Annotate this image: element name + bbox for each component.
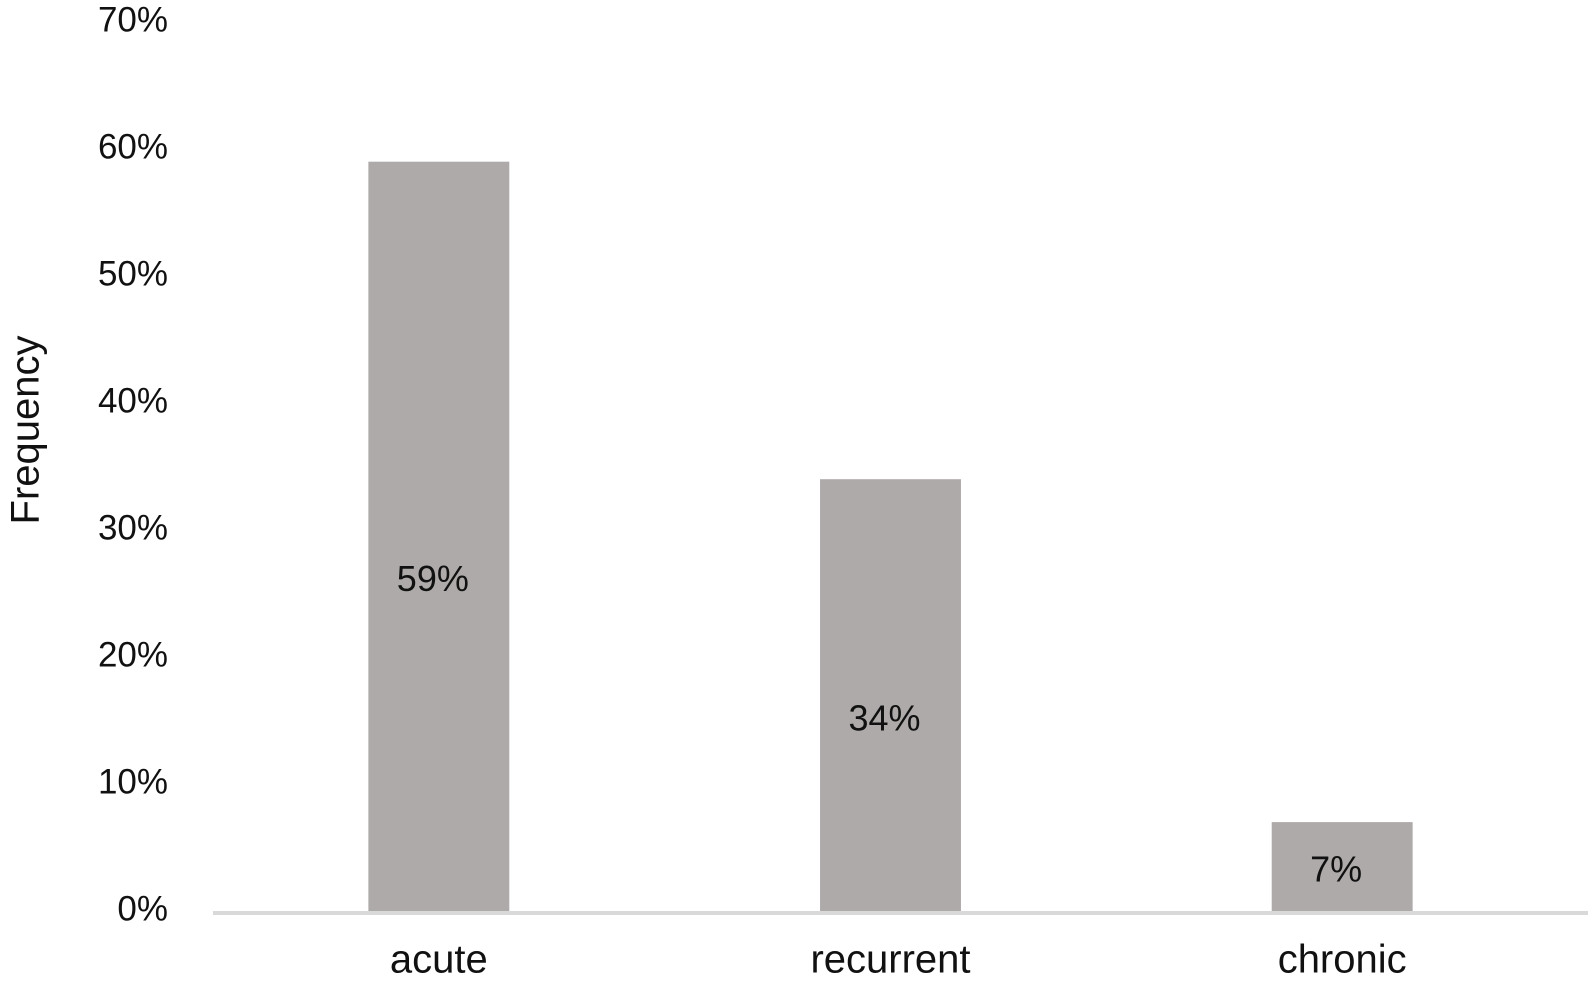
x-tick-label: chronic [1278, 938, 1407, 982]
bar [368, 161, 510, 911]
y-tick-label: 20% [98, 635, 168, 674]
y-tick-label: 30% [98, 508, 168, 547]
y-tick-label: 0% [117, 889, 168, 928]
x-tick-label: acute [390, 938, 488, 982]
data-label: 34% [848, 698, 920, 739]
bar [820, 479, 961, 911]
x-tick-label: recurrent [810, 938, 970, 982]
data-label: 7% [1310, 848, 1362, 889]
y-tick-label: 60% [98, 127, 168, 166]
bar [1271, 822, 1413, 911]
y-tick-label: 50% [98, 254, 168, 293]
y-axis-label: Frequency [4, 336, 48, 525]
data-label: 59% [397, 558, 469, 599]
y-tick-label: 40% [98, 381, 168, 420]
y-tick-label: 70% [98, 0, 168, 39]
y-tick-label: 10% [98, 762, 168, 801]
